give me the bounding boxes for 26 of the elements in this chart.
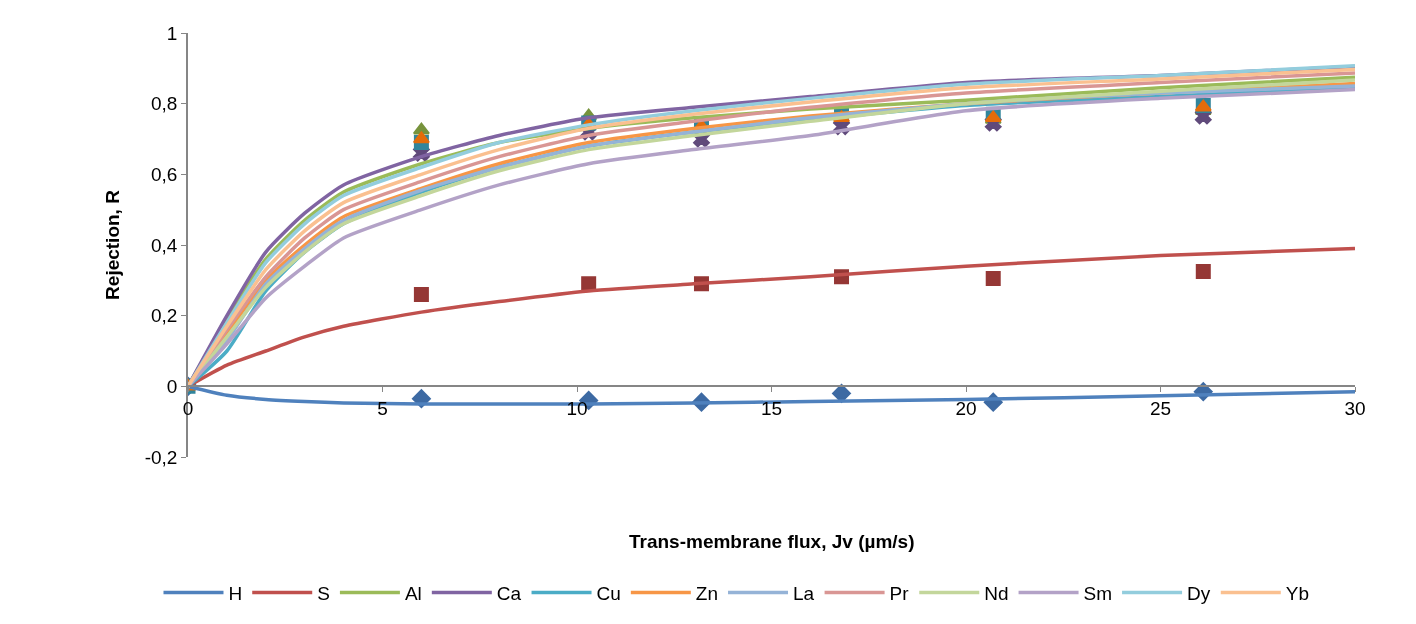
legend-label: Nd <box>984 582 1009 604</box>
x-tick-label: 15 <box>760 397 783 419</box>
x-tick-label: 25 <box>1149 397 1172 419</box>
x-tick-label: 0 <box>182 397 194 419</box>
legend-label: Ca <box>496 582 522 604</box>
x-axis-title: Trans-membrane flux, Jv (µm/s) <box>629 531 915 552</box>
legend-label: Pr <box>889 582 910 604</box>
y-tick-label: 0,2 <box>151 305 178 327</box>
legend-label: Dy <box>1187 582 1211 604</box>
legend-label: Yb <box>1285 582 1310 604</box>
y-tick-label: 1 <box>166 22 178 44</box>
x-tick-label: 30 <box>1344 397 1366 419</box>
legend-label: Zn <box>695 582 719 604</box>
legend-label: Al <box>404 582 422 604</box>
y-tick-label: 0,8 <box>151 93 178 115</box>
y-tick-label: 0 <box>166 375 178 397</box>
legend-label: Cu <box>596 582 621 604</box>
y-tick-label: 0,6 <box>151 163 178 185</box>
y-tick-label: 0,4 <box>151 234 178 256</box>
legend-label: S <box>317 582 330 604</box>
legend-label: H <box>228 582 243 604</box>
legend-label: Sm <box>1083 582 1113 604</box>
legend-label: La <box>793 582 815 604</box>
y-axis-title: Rejection, R <box>102 189 124 300</box>
x-tick-label: 20 <box>955 397 977 419</box>
y-tick-label: -0,2 <box>144 446 178 468</box>
